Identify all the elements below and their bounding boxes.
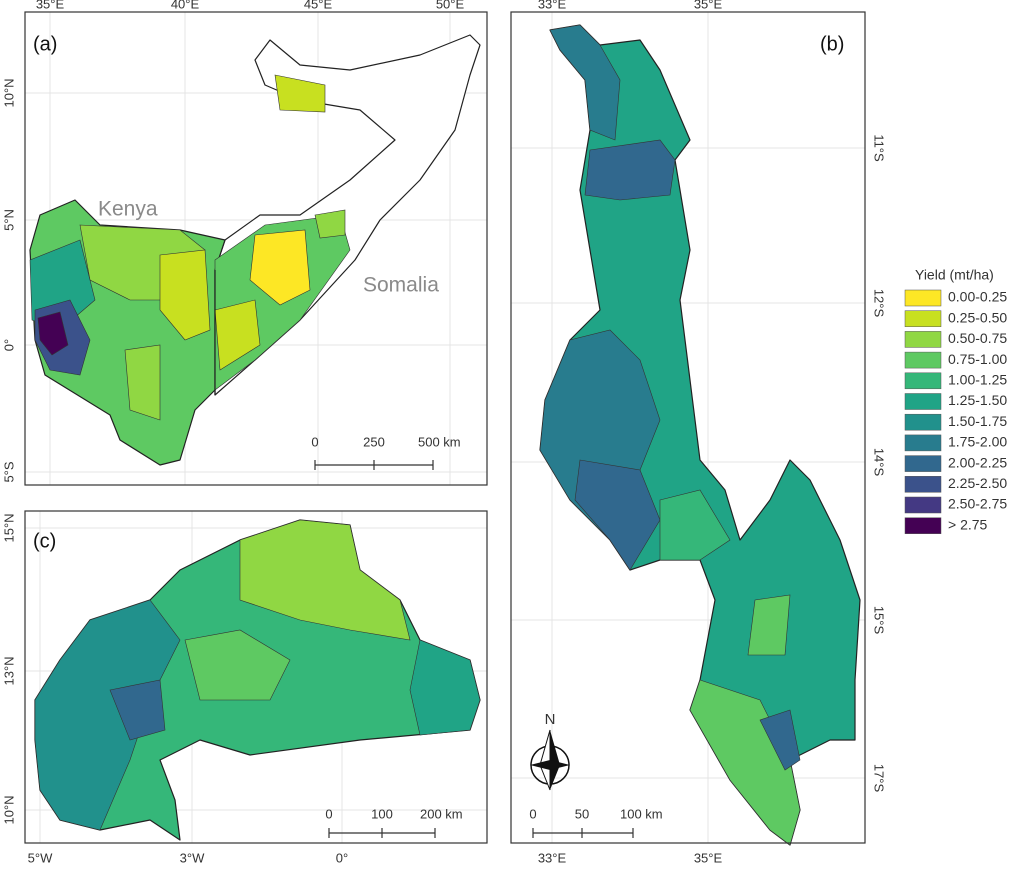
panel-label: (b) — [820, 33, 844, 55]
lon-tick-label: 5°W — [28, 850, 53, 865]
scale-label: 200 km — [420, 806, 463, 821]
map-kenya-somalia — [29, 34, 481, 466]
legend-label: 2.50-2.75 — [948, 496, 1007, 512]
legend-label: 0.25-0.50 — [948, 309, 1007, 325]
legend-swatch — [904, 476, 942, 493]
legend-swatch — [904, 372, 942, 390]
scale-label: 500 km — [418, 434, 461, 449]
lon-tick-label: 35°E — [694, 0, 723, 11]
legend-swatch — [904, 289, 942, 307]
legend-swatch — [904, 455, 942, 472]
legend-swatch — [904, 331, 942, 348]
lon-tick-label: 33°E — [538, 0, 567, 11]
lon-tick-label: 35°E — [36, 0, 65, 11]
panel-label: (a) — [33, 33, 57, 55]
legend-label: 1.50-1.75 — [948, 413, 1007, 429]
panel-frame — [24, 510, 488, 844]
legend-swatch — [904, 413, 942, 431]
country-label: Somalia — [363, 274, 439, 297]
legend-swatch — [904, 517, 942, 534]
map-malawi — [539, 24, 861, 846]
lon-tick-label: 40°E — [171, 0, 200, 11]
country-label: Kenya — [98, 198, 158, 221]
panel-frame — [24, 11, 488, 486]
lat-tick-label: 17°S — [872, 764, 887, 793]
lat-tick-label: 10°N — [1, 795, 16, 824]
legend-swatch — [904, 393, 942, 410]
lat-tick-label: 14°S — [872, 448, 887, 477]
legend-label: 1.25-1.50 — [948, 392, 1007, 408]
legend-label: 2.25-2.50 — [948, 475, 1007, 491]
legend-swatch — [904, 434, 942, 452]
lat-tick-label: 10°N — [1, 78, 16, 107]
north-arrow — [530, 729, 570, 791]
legend-swatch — [904, 351, 942, 369]
panel-frame — [510, 11, 866, 844]
lon-tick-label: 35°E — [694, 850, 723, 865]
legend-label: 2.00-2.25 — [948, 454, 1007, 470]
scale-bar — [314, 460, 634, 838]
legend-label: 0.75-1.00 — [948, 351, 1007, 367]
legend-label: 1.00-1.25 — [948, 372, 1007, 388]
lat-tick-label: 13°N — [1, 656, 16, 685]
legend-label: 0.00-0.25 — [948, 289, 1007, 305]
lat-tick-label: 5°N — [1, 209, 16, 231]
legend-label: 0.50-0.75 — [948, 330, 1007, 346]
scale-label: 0 — [325, 806, 332, 821]
legend-label: 1.75-2.00 — [948, 434, 1007, 450]
scale-label: 0 — [529, 806, 536, 821]
lon-tick-label: 3°W — [180, 850, 205, 865]
scale-label: 250 — [363, 434, 385, 449]
lon-tick-label: 45°E — [304, 0, 333, 11]
legend-title: Yield (mt/ha) — [915, 267, 994, 283]
north-label: N — [545, 711, 556, 728]
scale-label: 0 — [311, 434, 318, 449]
lat-tick-label: 15°S — [872, 606, 887, 635]
map-burkina-faso — [34, 519, 481, 841]
panel-label: (c) — [33, 530, 56, 552]
legend-swatch — [904, 310, 942, 327]
lon-tick-label: 0° — [336, 850, 348, 865]
legend-swatch — [904, 496, 942, 514]
lat-tick-label: 11°S — [872, 134, 887, 162]
scale-label: 100 — [371, 806, 393, 821]
legend-label: > 2.75 — [948, 516, 988, 532]
scale-label: 100 km — [620, 806, 663, 821]
lat-tick-label: 0° — [1, 339, 16, 351]
legend: 0.00-0.25 0.25-0.50 0.50-0.75 0.75-1.00 1.00… — [904, 289, 1007, 534]
lon-tick-label: 33°E — [538, 850, 567, 865]
scale-label: 50 — [575, 806, 589, 821]
lat-tick-label: 5°S — [1, 461, 16, 482]
lon-tick-label: 50°E — [436, 0, 465, 11]
lat-tick-label: 15°N — [1, 513, 16, 542]
lat-tick-label: 12°S — [872, 289, 887, 318]
